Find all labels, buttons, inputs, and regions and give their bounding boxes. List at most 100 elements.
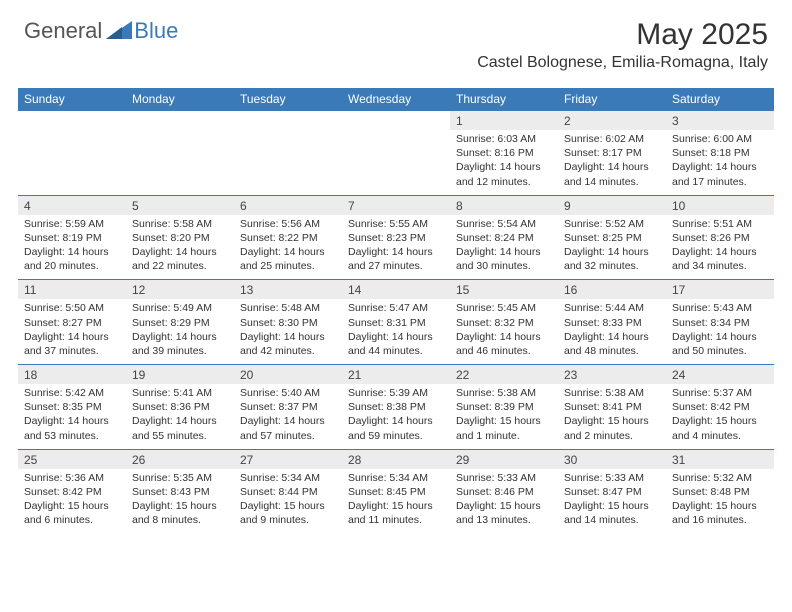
day-detail-cell: Sunrise: 5:52 AMSunset: 8:25 PMDaylight:… (558, 215, 666, 280)
day-detail-cell: Sunrise: 5:59 AMSunset: 8:19 PMDaylight:… (18, 215, 126, 280)
day-detail-cell: Sunrise: 5:32 AMSunset: 8:48 PMDaylight:… (666, 469, 774, 534)
day-number: 21 (348, 368, 361, 382)
day-number-cell: 25 (18, 449, 126, 469)
day-detail-row: Sunrise: 5:36 AMSunset: 8:42 PMDaylight:… (18, 469, 774, 534)
day-number: 22 (456, 368, 469, 382)
day-number: 1 (456, 114, 463, 128)
day-number-cell: 2 (558, 111, 666, 131)
sunset-text: Sunset: 8:46 PM (456, 485, 552, 499)
daylight-text: Daylight: 14 hours and 30 minutes. (456, 245, 552, 273)
sunrise-text: Sunrise: 5:36 AM (24, 471, 120, 485)
sunset-text: Sunset: 8:38 PM (348, 400, 444, 414)
day-detail-row: Sunrise: 5:59 AMSunset: 8:19 PMDaylight:… (18, 215, 774, 280)
day-detail-row: Sunrise: 6:03 AMSunset: 8:16 PMDaylight:… (18, 130, 774, 195)
day-detail-cell: Sunrise: 5:44 AMSunset: 8:33 PMDaylight:… (558, 299, 666, 364)
location-subtitle: Castel Bolognese, Emilia-Romagna, Italy (477, 54, 768, 72)
daylight-text: Daylight: 15 hours and 6 minutes. (24, 499, 120, 527)
day-number-cell: 1 (450, 111, 558, 131)
brand-part1: General (24, 18, 102, 44)
day-number: 2 (564, 114, 571, 128)
day-detail-cell: Sunrise: 5:51 AMSunset: 8:26 PMDaylight:… (666, 215, 774, 280)
day-number-cell (342, 111, 450, 131)
sunset-text: Sunset: 8:43 PM (132, 485, 228, 499)
daylight-text: Daylight: 14 hours and 12 minutes. (456, 160, 552, 188)
day-number-cell: 27 (234, 449, 342, 469)
day-number: 30 (564, 453, 577, 467)
sunrise-text: Sunrise: 5:49 AM (132, 301, 228, 315)
sunset-text: Sunset: 8:36 PM (132, 400, 228, 414)
day-detail-row: Sunrise: 5:42 AMSunset: 8:35 PMDaylight:… (18, 384, 774, 449)
daylight-text: Daylight: 15 hours and 8 minutes. (132, 499, 228, 527)
sunset-text: Sunset: 8:35 PM (24, 400, 120, 414)
daylight-text: Daylight: 14 hours and 50 minutes. (672, 330, 768, 358)
day-number-cell: 23 (558, 365, 666, 385)
day-number: 16 (564, 283, 577, 297)
page-header: General Blue May 2025 Castel Bolognese, … (0, 0, 792, 80)
sunrise-text: Sunrise: 5:56 AM (240, 217, 336, 231)
sunset-text: Sunset: 8:42 PM (24, 485, 120, 499)
daylight-text: Daylight: 14 hours and 55 minutes. (132, 414, 228, 442)
sunset-text: Sunset: 8:31 PM (348, 316, 444, 330)
weekday-header: Sunday (18, 88, 126, 111)
day-detail-cell: Sunrise: 5:38 AMSunset: 8:39 PMDaylight:… (450, 384, 558, 449)
sunrise-text: Sunrise: 5:39 AM (348, 386, 444, 400)
sunrise-text: Sunrise: 5:59 AM (24, 217, 120, 231)
sunrise-text: Sunrise: 5:54 AM (456, 217, 552, 231)
sunset-text: Sunset: 8:44 PM (240, 485, 336, 499)
sunset-text: Sunset: 8:16 PM (456, 146, 552, 160)
day-number: 18 (24, 368, 37, 382)
sunrise-text: Sunrise: 5:35 AM (132, 471, 228, 485)
day-detail-cell: Sunrise: 5:50 AMSunset: 8:27 PMDaylight:… (18, 299, 126, 364)
day-number-cell: 22 (450, 365, 558, 385)
daylight-text: Daylight: 14 hours and 57 minutes. (240, 414, 336, 442)
sunrise-text: Sunrise: 5:55 AM (348, 217, 444, 231)
day-number-cell: 28 (342, 449, 450, 469)
day-number-cell: 18 (18, 365, 126, 385)
sunset-text: Sunset: 8:22 PM (240, 231, 336, 245)
day-detail-cell: Sunrise: 5:55 AMSunset: 8:23 PMDaylight:… (342, 215, 450, 280)
day-number-cell: 10 (666, 195, 774, 215)
daylight-text: Daylight: 14 hours and 59 minutes. (348, 414, 444, 442)
daylight-text: Daylight: 14 hours and 22 minutes. (132, 245, 228, 273)
sunrise-text: Sunrise: 5:43 AM (672, 301, 768, 315)
day-number-cell: 9 (558, 195, 666, 215)
day-number: 31 (672, 453, 685, 467)
day-number: 4 (24, 199, 31, 213)
day-detail-cell: Sunrise: 5:56 AMSunset: 8:22 PMDaylight:… (234, 215, 342, 280)
title-block: May 2025 Castel Bolognese, Emilia-Romagn… (477, 18, 768, 72)
sunrise-text: Sunrise: 5:52 AM (564, 217, 660, 231)
day-detail-cell: Sunrise: 5:58 AMSunset: 8:20 PMDaylight:… (126, 215, 234, 280)
day-detail-cell: Sunrise: 5:48 AMSunset: 8:30 PMDaylight:… (234, 299, 342, 364)
daylight-text: Daylight: 15 hours and 16 minutes. (672, 499, 768, 527)
sunset-text: Sunset: 8:33 PM (564, 316, 660, 330)
day-detail-cell: Sunrise: 5:42 AMSunset: 8:35 PMDaylight:… (18, 384, 126, 449)
sunrise-text: Sunrise: 6:03 AM (456, 132, 552, 146)
day-number: 15 (456, 283, 469, 297)
sunset-text: Sunset: 8:26 PM (672, 231, 768, 245)
day-number: 25 (24, 453, 37, 467)
day-number-cell: 24 (666, 365, 774, 385)
day-detail-cell: Sunrise: 5:45 AMSunset: 8:32 PMDaylight:… (450, 299, 558, 364)
sunrise-text: Sunrise: 5:33 AM (456, 471, 552, 485)
day-number-cell: 3 (666, 111, 774, 131)
weekday-header: Monday (126, 88, 234, 111)
day-detail-cell: Sunrise: 5:41 AMSunset: 8:36 PMDaylight:… (126, 384, 234, 449)
sunrise-text: Sunrise: 5:41 AM (132, 386, 228, 400)
day-detail-cell: Sunrise: 5:34 AMSunset: 8:45 PMDaylight:… (342, 469, 450, 534)
day-detail-cell (234, 130, 342, 195)
day-detail-cell: Sunrise: 5:35 AMSunset: 8:43 PMDaylight:… (126, 469, 234, 534)
day-number-cell: 29 (450, 449, 558, 469)
day-number-cell: 16 (558, 280, 666, 300)
day-detail-cell (342, 130, 450, 195)
day-detail-cell: Sunrise: 5:40 AMSunset: 8:37 PMDaylight:… (234, 384, 342, 449)
day-number-cell: 8 (450, 195, 558, 215)
sunrise-text: Sunrise: 5:51 AM (672, 217, 768, 231)
day-number-cell: 11 (18, 280, 126, 300)
sunrise-text: Sunrise: 5:33 AM (564, 471, 660, 485)
day-detail-cell (18, 130, 126, 195)
day-number-cell: 15 (450, 280, 558, 300)
sunrise-text: Sunrise: 5:34 AM (240, 471, 336, 485)
sunset-text: Sunset: 8:32 PM (456, 316, 552, 330)
day-number: 5 (132, 199, 139, 213)
day-number-cell (18, 111, 126, 131)
